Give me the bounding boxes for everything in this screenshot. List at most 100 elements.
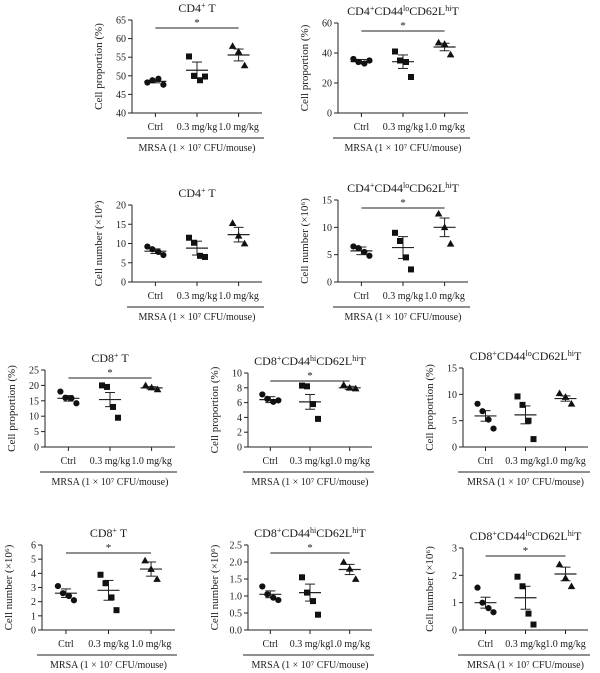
y-tick-label: 0 xyxy=(34,443,39,454)
panel-b2: CD4+CD44loCD62LhiT 0 5 10 15 Cell number (×10… xyxy=(299,181,470,323)
data-point xyxy=(304,589,310,596)
group-label: MRSA (1 × 10⁷ CFU/mouse) xyxy=(467,660,584,671)
group-label: MRSA (1 × 10⁷ CFU/mouse) xyxy=(252,477,369,488)
x-tick-label: Ctrl xyxy=(61,456,77,467)
data-point xyxy=(99,382,105,389)
title-text: CD8 xyxy=(254,354,277,368)
y-axis-label: Cell number (×10⁶) xyxy=(3,544,15,630)
data-point xyxy=(361,248,368,256)
title-text: CD62L xyxy=(409,181,445,195)
data-point xyxy=(59,590,67,597)
data-point xyxy=(73,400,80,407)
y-tick-label: 4 xyxy=(31,569,36,580)
data-point xyxy=(264,591,271,598)
y-tick-label: 5 xyxy=(327,250,332,261)
panel-d2: CD8+CD44hiCD62LhiT0.00.51.01.52.02.5Cell… xyxy=(209,526,374,671)
data-point xyxy=(186,53,192,60)
data-point xyxy=(339,381,348,388)
x-tick-label: 1.0 mg/kg xyxy=(131,456,172,467)
x-tick-label: 1.0 mg/kg xyxy=(218,122,259,133)
data-point xyxy=(350,243,357,250)
title-superscript: + xyxy=(114,351,119,360)
title-text: T xyxy=(451,181,459,195)
data-point xyxy=(228,219,237,226)
y-axis-label: Cell number (×10⁶) xyxy=(209,544,221,630)
data-point xyxy=(304,383,310,390)
x-tick-label: Ctrl xyxy=(148,122,164,133)
title-text: CD4 xyxy=(347,181,370,195)
y-tick-label: 0 xyxy=(452,443,457,454)
title-text: T xyxy=(119,351,130,365)
data-point xyxy=(485,416,492,423)
data-point xyxy=(104,383,110,390)
data-point xyxy=(228,42,237,49)
data-point xyxy=(191,72,197,79)
data-point xyxy=(525,417,532,424)
data-point xyxy=(115,414,121,421)
x-tick-label: 0.3 mg/kg xyxy=(177,291,218,302)
data-point xyxy=(153,575,161,582)
y-axis-label: Cell proportion (%) xyxy=(93,23,105,110)
data-point xyxy=(345,565,354,572)
data-point xyxy=(234,47,243,55)
title-text: CD44 xyxy=(281,354,310,368)
title-text: CD4 xyxy=(178,186,201,200)
chart-title: CD8+CD44hiCD62LhiT xyxy=(254,526,366,541)
group-label: MRSA (1 × 10⁷ CFU/mouse) xyxy=(139,143,256,154)
data-point xyxy=(240,61,249,69)
group-label: MRSA (1 × 10⁷ CFU/mouse) xyxy=(345,312,462,323)
data-point xyxy=(555,389,564,397)
panel-a2: CD4+CD44loCD62LhiT 0 20 40 60 Cell proportion… xyxy=(299,4,470,154)
title-text: CD44 xyxy=(374,4,403,18)
chart-title: CD4+CD44loCD62LhiT xyxy=(347,4,459,19)
data-point xyxy=(102,580,109,587)
title-text: T xyxy=(574,529,582,543)
panel-c3: CD8+CD44loCD62LhiT 0 5 10 15 Cell proportion … xyxy=(424,349,590,488)
significance-label: * xyxy=(400,197,406,209)
data-point xyxy=(310,401,316,408)
x-tick-label: 1.0 mg/kg xyxy=(329,456,370,467)
data-point xyxy=(240,239,249,247)
x-tick-label: 1.0 mg/kg xyxy=(218,291,259,302)
title-superscript: hi xyxy=(568,349,575,358)
group-label: MRSA (1 × 10⁷ CFU/mouse) xyxy=(467,477,584,488)
data-point xyxy=(108,594,115,601)
y-tick-label: 4 xyxy=(237,413,242,424)
data-point xyxy=(54,582,62,590)
data-point xyxy=(202,253,208,260)
data-point xyxy=(392,48,398,55)
data-point xyxy=(57,388,64,395)
chart-title: CD8+ T xyxy=(91,351,129,366)
y-tick-label: 10 xyxy=(322,223,332,234)
y-tick-label: 10 xyxy=(447,390,457,401)
y-axis-label: Cell proportion (%) xyxy=(209,366,221,453)
y-tick-label: 0 xyxy=(121,278,126,289)
chart-title: CD4+ T xyxy=(178,186,216,201)
data-point xyxy=(275,596,282,604)
x-tick-label: 0.3 mg/kg xyxy=(383,122,424,133)
y-tick-label: 2 xyxy=(452,571,457,582)
x-tick-label: 0.3 mg/kg xyxy=(90,456,131,467)
title-text: T xyxy=(206,186,217,200)
data-point xyxy=(440,223,449,231)
y-axis-label: Cell proportion (%) xyxy=(6,365,18,452)
data-point xyxy=(555,560,564,568)
significance-label: * xyxy=(307,542,313,554)
y-tick-label: 50 xyxy=(116,71,126,82)
y-tick-label: 1.0 xyxy=(230,592,243,603)
title-text: T xyxy=(358,526,366,540)
y-tick-label: 15 xyxy=(447,364,457,375)
y-tick-label: 20 xyxy=(322,79,332,90)
data-point xyxy=(403,59,409,65)
x-tick-label: 0.3 mg/kg xyxy=(290,456,331,467)
data-point xyxy=(474,584,481,591)
y-tick-label: 2 xyxy=(31,597,36,608)
y-tick-label: 3 xyxy=(452,544,457,555)
data-point xyxy=(310,598,316,605)
significance-label: * xyxy=(107,367,113,379)
y-tick-label: 10 xyxy=(116,239,126,250)
y-tick-label: 15 xyxy=(322,196,332,207)
data-point xyxy=(366,252,373,259)
